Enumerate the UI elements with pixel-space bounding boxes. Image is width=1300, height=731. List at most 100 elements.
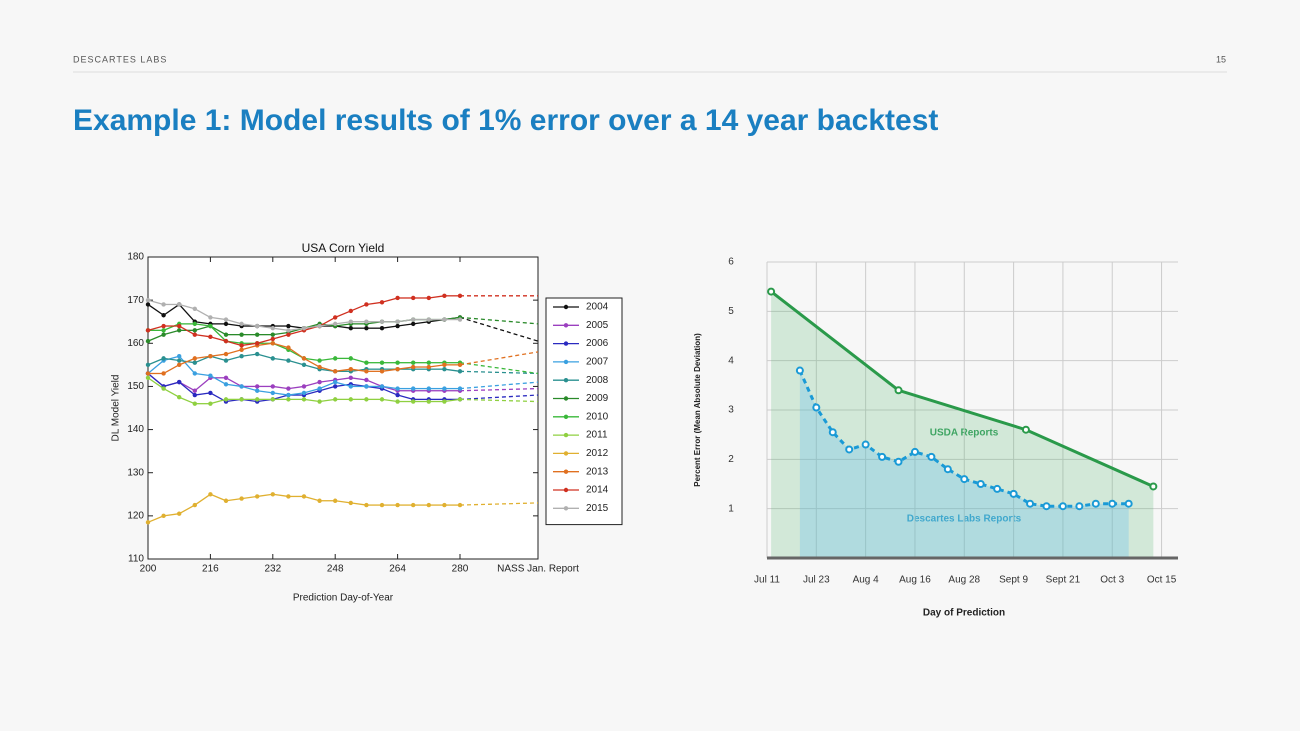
x-tick-label: NASS Jan. Report — [497, 564, 579, 575]
y-tick-label: 5 — [728, 306, 734, 317]
point — [317, 498, 322, 503]
point — [286, 345, 291, 350]
point — [255, 323, 260, 329]
point — [1108, 499, 1117, 508]
y-tick-label: 1 — [728, 503, 734, 514]
projection-segment — [459, 398, 539, 403]
point — [442, 293, 447, 299]
line-segment — [381, 385, 398, 390]
point — [333, 397, 338, 402]
legend-swatch — [563, 451, 569, 456]
line-segment — [163, 357, 180, 362]
point — [395, 399, 400, 404]
point — [223, 321, 229, 327]
line-segment — [350, 368, 367, 372]
point — [270, 336, 275, 342]
point — [161, 513, 166, 519]
line-segment — [444, 368, 461, 372]
point — [1149, 482, 1158, 491]
point — [395, 386, 400, 391]
legend-label: 2004 — [586, 302, 609, 313]
point — [223, 382, 229, 387]
legend-label: 2015 — [586, 503, 609, 514]
line-segment — [225, 497, 242, 502]
y-tick-label: 150 — [127, 381, 144, 392]
line-segment — [272, 385, 289, 390]
point — [1091, 499, 1100, 508]
point — [270, 341, 275, 346]
point — [208, 492, 213, 497]
point — [161, 356, 166, 361]
line-segment — [194, 308, 211, 318]
point — [161, 323, 166, 329]
legend-swatch — [563, 469, 569, 474]
point — [239, 354, 244, 359]
x-tick-label: 232 — [264, 564, 281, 575]
point — [177, 323, 182, 329]
line-segment — [178, 396, 196, 405]
point — [364, 384, 369, 389]
point — [286, 494, 291, 499]
line-segment — [303, 357, 320, 368]
line-segment — [178, 357, 196, 366]
point — [270, 492, 275, 497]
y-tick-label: 120 — [127, 510, 144, 521]
point — [192, 332, 197, 337]
projection-segment — [459, 316, 539, 325]
line-segment — [178, 504, 196, 515]
point — [208, 334, 213, 340]
line-segment — [194, 323, 211, 327]
line-segment — [225, 323, 242, 327]
point — [395, 360, 400, 365]
line-segment — [257, 493, 273, 498]
legend-swatch — [563, 359, 569, 365]
legend-label: 2010 — [586, 411, 609, 422]
point — [379, 300, 385, 305]
line-segment — [178, 355, 196, 374]
point — [223, 332, 229, 337]
point — [333, 379, 338, 385]
point — [894, 457, 903, 466]
y-tick-label: 2 — [728, 454, 734, 465]
line-segment — [194, 355, 211, 360]
point — [161, 371, 166, 376]
point — [395, 502, 400, 508]
point — [223, 358, 229, 363]
x-axis-label: Prediction Day-of-Year — [293, 593, 394, 604]
line-segment — [335, 323, 351, 327]
point — [426, 360, 431, 365]
line-segment — [272, 331, 289, 336]
point — [442, 362, 447, 368]
point — [177, 379, 182, 385]
x-tick-label: Oct 15 — [1147, 575, 1177, 586]
line-segment — [303, 381, 320, 388]
point — [208, 323, 213, 329]
line-segment — [163, 513, 180, 517]
line-segment — [303, 357, 320, 362]
legend-swatch — [563, 341, 569, 346]
point — [286, 328, 291, 333]
y-axis-label: Percent Error (Mean Absolute Deviation) — [693, 333, 702, 487]
plot-area — [147, 256, 539, 560]
x-axis-label: Day of Prediction — [923, 608, 1005, 619]
line-segment — [257, 390, 273, 394]
line-segment — [288, 359, 305, 366]
point — [364, 377, 369, 383]
line-segment — [194, 372, 211, 377]
point — [442, 386, 447, 391]
line-segment — [163, 388, 180, 398]
point — [379, 325, 385, 331]
line-segment — [272, 493, 289, 498]
line-segment — [210, 398, 227, 405]
line-segment — [366, 301, 383, 306]
point — [301, 362, 307, 368]
point — [270, 390, 275, 396]
point — [348, 500, 353, 506]
line-segment — [179, 303, 195, 310]
line-segment — [210, 325, 227, 336]
page-number: 15 — [1216, 54, 1226, 64]
line-segment — [303, 387, 320, 394]
point — [333, 356, 338, 361]
point — [379, 502, 385, 508]
line-segment — [147, 377, 164, 390]
